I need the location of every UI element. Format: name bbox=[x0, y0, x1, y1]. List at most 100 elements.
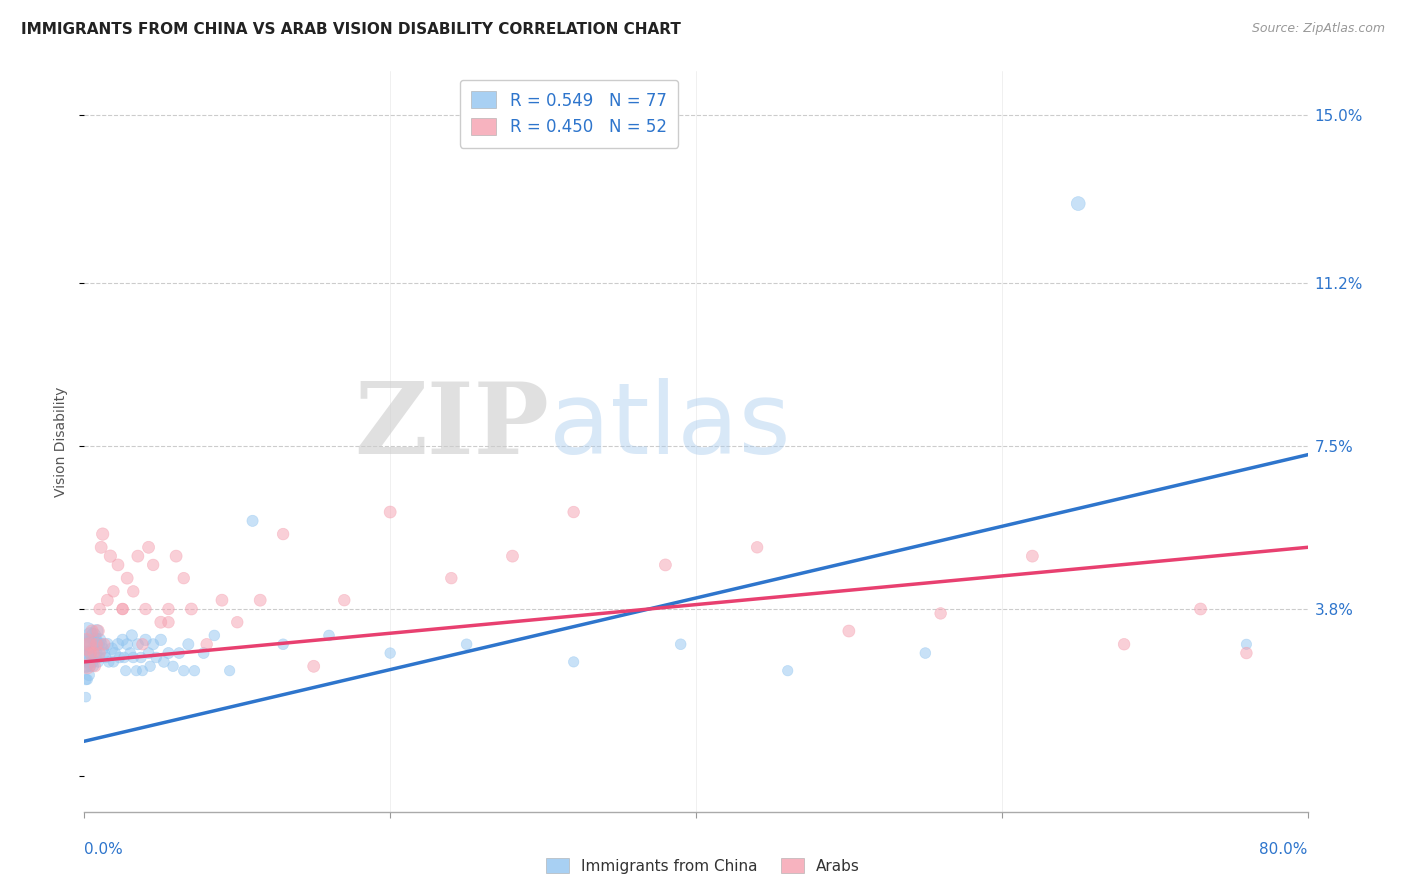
Point bbox=[135, 632, 157, 647]
Point bbox=[75, 673, 97, 687]
Point bbox=[83, 641, 105, 656]
Point bbox=[107, 637, 129, 651]
Point bbox=[76, 646, 98, 660]
Point bbox=[83, 659, 105, 673]
Y-axis label: Vision Disability: Vision Disability bbox=[55, 386, 69, 497]
Point bbox=[180, 602, 202, 616]
Point bbox=[96, 637, 118, 651]
Point bbox=[249, 593, 271, 607]
Point bbox=[90, 637, 112, 651]
Point bbox=[242, 514, 264, 528]
Text: ZIP: ZIP bbox=[354, 378, 550, 475]
Point bbox=[157, 602, 180, 616]
Point bbox=[125, 664, 148, 678]
Point bbox=[86, 637, 108, 651]
Point bbox=[177, 637, 200, 651]
Point bbox=[96, 593, 118, 607]
Point bbox=[1236, 637, 1258, 651]
Point bbox=[380, 505, 402, 519]
Point bbox=[77, 637, 100, 651]
Legend: R = 0.549   N = 77, R = 0.450   N = 52: R = 0.549 N = 77, R = 0.450 N = 52 bbox=[460, 79, 678, 148]
Point bbox=[79, 646, 101, 660]
Point bbox=[75, 637, 97, 651]
Point bbox=[1189, 602, 1212, 616]
Point bbox=[122, 650, 145, 665]
Point bbox=[80, 624, 103, 638]
Point bbox=[89, 602, 111, 616]
Legend: Immigrants from China, Arabs: Immigrants from China, Arabs bbox=[540, 852, 866, 880]
Point bbox=[111, 602, 134, 616]
Point bbox=[1021, 549, 1043, 563]
Point bbox=[103, 655, 125, 669]
Point bbox=[91, 527, 114, 541]
Text: IMMIGRANTS FROM CHINA VS ARAB VISION DISABILITY CORRELATION CHART: IMMIGRANTS FROM CHINA VS ARAB VISION DIS… bbox=[21, 22, 681, 37]
Point bbox=[76, 624, 98, 638]
Point bbox=[93, 646, 115, 660]
Point bbox=[1236, 646, 1258, 660]
Point bbox=[93, 637, 115, 651]
Point bbox=[139, 659, 162, 673]
Point bbox=[75, 637, 97, 651]
Point bbox=[1114, 637, 1136, 651]
Point bbox=[380, 646, 402, 660]
Point bbox=[302, 659, 325, 673]
Point bbox=[79, 628, 101, 642]
Point bbox=[115, 571, 138, 585]
Point bbox=[122, 584, 145, 599]
Point bbox=[87, 624, 110, 638]
Point bbox=[80, 655, 103, 669]
Point bbox=[89, 632, 111, 647]
Point bbox=[76, 673, 98, 687]
Point bbox=[84, 632, 107, 647]
Point bbox=[173, 571, 195, 585]
Point bbox=[76, 659, 98, 673]
Point bbox=[173, 664, 195, 678]
Point bbox=[333, 593, 356, 607]
Text: Source: ZipAtlas.com: Source: ZipAtlas.com bbox=[1251, 22, 1385, 36]
Text: atlas: atlas bbox=[550, 378, 790, 475]
Point bbox=[162, 659, 184, 673]
Point bbox=[1067, 196, 1090, 211]
Point bbox=[111, 602, 134, 616]
Point bbox=[167, 646, 190, 660]
Point bbox=[77, 668, 100, 682]
Point bbox=[183, 664, 205, 678]
Point bbox=[114, 664, 136, 678]
Point bbox=[195, 637, 218, 651]
Point bbox=[127, 549, 149, 563]
Point bbox=[103, 584, 125, 599]
Point bbox=[76, 659, 98, 673]
Point bbox=[107, 558, 129, 572]
Point bbox=[271, 527, 294, 541]
Point bbox=[131, 664, 153, 678]
Point bbox=[101, 641, 124, 656]
Point bbox=[80, 637, 103, 651]
Point bbox=[202, 628, 225, 642]
Point bbox=[157, 646, 180, 660]
Point bbox=[776, 664, 799, 678]
Point bbox=[138, 541, 160, 555]
Point bbox=[929, 607, 952, 621]
Point bbox=[104, 646, 127, 660]
Point bbox=[120, 646, 142, 660]
Point bbox=[94, 650, 117, 665]
Point bbox=[218, 664, 240, 678]
Point bbox=[86, 624, 108, 638]
Point bbox=[211, 593, 233, 607]
Point bbox=[79, 659, 101, 673]
Point bbox=[131, 637, 153, 651]
Point bbox=[90, 541, 112, 555]
Point bbox=[77, 637, 100, 651]
Point bbox=[135, 602, 157, 616]
Point bbox=[97, 655, 120, 669]
Point bbox=[87, 655, 110, 669]
Point bbox=[271, 637, 294, 651]
Text: 0.0%: 0.0% bbox=[84, 842, 124, 857]
Point bbox=[79, 646, 101, 660]
Point bbox=[77, 655, 100, 669]
Point bbox=[562, 655, 585, 669]
Point bbox=[87, 637, 110, 651]
Point bbox=[145, 650, 167, 665]
Point bbox=[157, 615, 180, 630]
Point bbox=[89, 650, 111, 665]
